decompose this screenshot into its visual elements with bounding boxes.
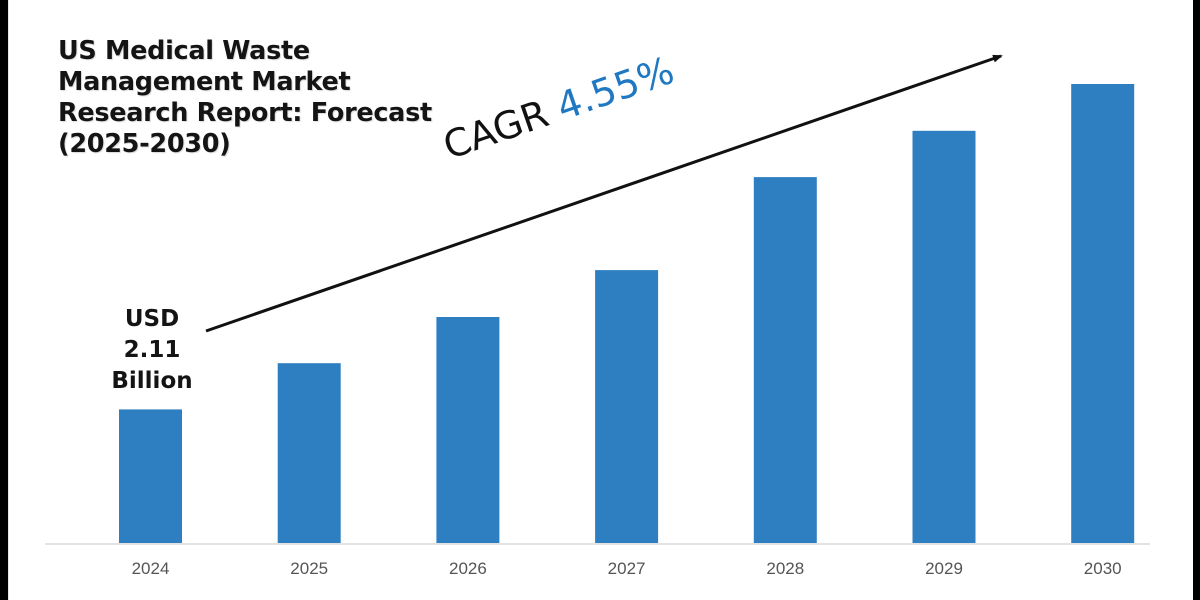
bar-2028 xyxy=(753,177,817,543)
chart-title: US Medical Waste Management Market Resea… xyxy=(58,36,432,159)
trend-arrow-icon xyxy=(205,54,1003,333)
bar-2029 xyxy=(912,130,976,544)
x-axis-labels: 2024 2025 2026 2027 2028 2029 2030 xyxy=(132,559,1122,578)
start-value-currency: USD xyxy=(124,306,180,332)
bar-2025 xyxy=(277,363,341,543)
x-tick-label-2028: 2028 xyxy=(766,559,804,578)
x-tick-label-2024: 2024 xyxy=(132,559,170,578)
x-tick-label-2026: 2026 xyxy=(449,559,487,578)
bar-2026 xyxy=(436,317,500,543)
start-value-number: 2.11 xyxy=(123,337,181,363)
bar-2030 xyxy=(1071,84,1135,543)
x-tick-label-2029: 2029 xyxy=(925,559,963,578)
x-tick-label-2027: 2027 xyxy=(608,559,646,578)
start-value-label: USD 2.11 Billion xyxy=(100,304,204,397)
x-tick-label-2025: 2025 xyxy=(290,559,328,578)
start-value-unit: Billion xyxy=(111,368,193,394)
bar-2027 xyxy=(595,270,659,543)
bar-2024 xyxy=(119,409,182,543)
bars-group xyxy=(119,84,1135,544)
x-tick-label-2030: 2030 xyxy=(1084,559,1122,578)
